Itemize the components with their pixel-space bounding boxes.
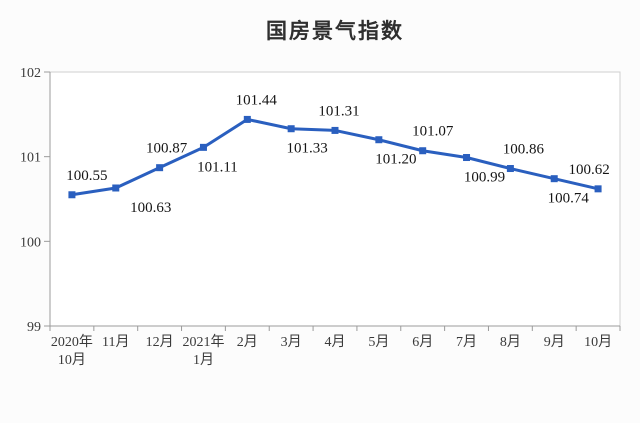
data-label: 100.86 (503, 142, 545, 158)
data-point-marker (375, 136, 383, 144)
chart-title: 国房景气指数 (266, 20, 404, 43)
data-point-marker (550, 175, 558, 183)
y-axis-label: 100 (20, 235, 41, 250)
data-label: 101.11 (197, 159, 238, 175)
data-point-marker (243, 115, 251, 123)
x-axis-label: 10月 (584, 334, 612, 350)
x-axis-label: 12月 (146, 334, 174, 350)
x-axis-label: 1月 (193, 352, 214, 368)
x-axis-label: 2020年 (51, 334, 93, 350)
data-label: 100.62 (568, 162, 609, 178)
data-point-marker (199, 143, 207, 151)
x-axis-label: 9月 (544, 334, 565, 350)
data-label: 100.74 (548, 191, 590, 207)
y-axis-label: 102 (20, 66, 41, 81)
x-axis-label: 11月 (102, 334, 129, 350)
data-point-marker (506, 165, 514, 173)
data-point-marker (331, 126, 339, 134)
x-axis-label: 3月 (281, 334, 302, 350)
x-axis-label: 2021年 (182, 334, 224, 350)
data-label: 101.31 (318, 103, 359, 119)
data-label: 101.07 (412, 124, 454, 140)
data-point-marker (156, 164, 164, 172)
data-label: 100.63 (130, 200, 171, 216)
x-axis-label: 5月 (368, 334, 389, 350)
data-point-marker (112, 184, 120, 192)
x-axis-label: 8月 (500, 334, 521, 350)
data-label: 100.99 (464, 170, 505, 186)
data-label: 100.87 (146, 141, 188, 157)
y-axis-label: 99 (27, 320, 41, 335)
x-axis-label: 2月 (237, 334, 258, 350)
data-point-marker (419, 147, 427, 155)
x-axis-label: 10月 (58, 352, 86, 368)
x-axis-label: 7月 (456, 334, 477, 350)
data-label: 100.55 (66, 168, 107, 184)
data-label: 101.20 (375, 152, 416, 168)
data-label: 101.44 (236, 92, 278, 108)
data-point-marker (287, 125, 295, 133)
x-axis-label: 4月 (325, 334, 346, 350)
x-axis-label: 6月 (412, 334, 433, 350)
data-label: 101.33 (287, 141, 328, 157)
data-point-marker (68, 191, 76, 199)
plot-border (49, 71, 621, 327)
data-point-marker (463, 154, 471, 162)
y-axis-label: 101 (20, 151, 41, 166)
data-point-marker (594, 185, 602, 193)
